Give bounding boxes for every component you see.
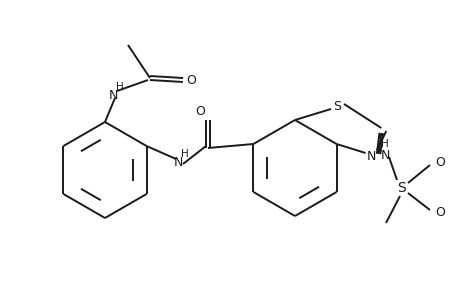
Text: O: O xyxy=(195,104,205,118)
Text: N: N xyxy=(380,148,389,161)
Text: O: O xyxy=(185,74,196,86)
Text: N: N xyxy=(108,88,118,101)
Text: O: O xyxy=(434,206,444,220)
Text: H: H xyxy=(381,139,388,149)
Text: S: S xyxy=(397,181,405,195)
Text: H: H xyxy=(116,82,123,92)
Text: S: S xyxy=(332,100,340,112)
Text: O: O xyxy=(434,155,444,169)
Text: N: N xyxy=(366,149,375,163)
Text: N: N xyxy=(173,155,182,169)
Text: H: H xyxy=(181,149,189,159)
